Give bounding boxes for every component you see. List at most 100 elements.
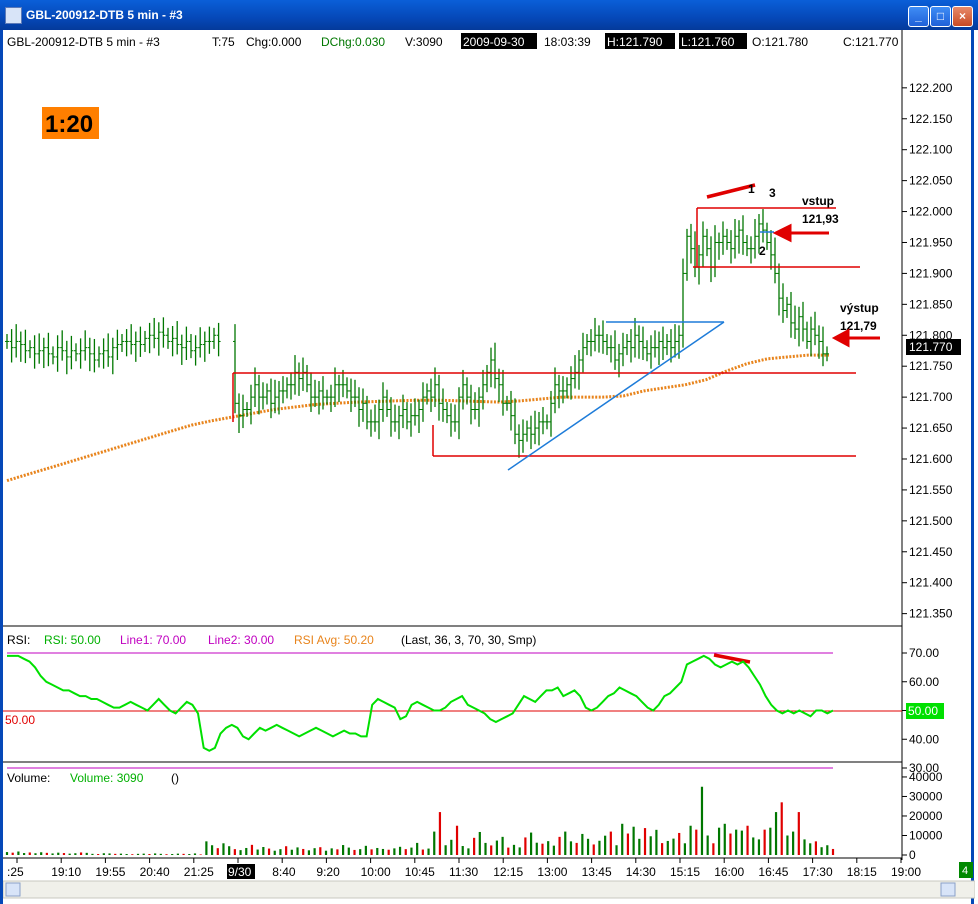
x-tick-label: 17:30: [803, 865, 833, 879]
price-tick-label: 121.600: [909, 452, 953, 466]
date-marker-bg: [227, 864, 255, 879]
volume-tick-label: 30000: [909, 789, 943, 803]
price-tick-label: 121.850: [909, 297, 953, 311]
scroll-left-button[interactable]: [5, 882, 21, 897]
ratio-badge: 1:20: [45, 111, 93, 138]
scroll-box-label: 4: [962, 865, 968, 877]
header-low-bg: [679, 33, 747, 49]
volume-paren: (): [171, 771, 179, 785]
rsi-label: RSI:: [7, 633, 30, 647]
maximize-icon[interactable]: □: [930, 6, 951, 27]
price-tick-label: 121.500: [909, 514, 953, 528]
header-t: T:75: [212, 35, 235, 49]
price-tick-label: 121.800: [909, 328, 953, 342]
scroll-box[interactable]: [959, 862, 973, 878]
header-close: C:121.770: [843, 35, 899, 49]
rsi-current-tag: 50.00: [908, 704, 938, 718]
x-tick-label: 21:25: [184, 865, 214, 879]
rsi-params: (Last, 36, 3, 70, 30, Smp): [401, 633, 536, 647]
rsi-tick-label: 70.00: [909, 646, 939, 660]
x-tick-label: 16:45: [758, 865, 788, 879]
header-open: O:121.780: [752, 35, 808, 49]
rsi-current-tag-bg: [906, 703, 944, 719]
header-volume: V:3090: [405, 35, 443, 49]
rsi-avg: RSI Avg: 50.20: [294, 633, 374, 647]
volume-tick-label: 40000: [909, 770, 943, 784]
header-high-bg: [605, 33, 675, 49]
price-tick-label: 121.950: [909, 235, 953, 249]
exit-label: výstup: [840, 301, 879, 315]
annotation-3: 3: [769, 186, 776, 200]
close-icon[interactable]: ×: [952, 6, 973, 27]
chart-canvas[interactable]: GBL-200912-DTB 5 min - #3 T:75 Chg:0.000…: [3, 30, 975, 904]
price-tick-label: 121.750: [909, 359, 953, 373]
x-tick-label: 19:10: [51, 865, 81, 879]
header-time: 18:03:39: [544, 35, 591, 49]
rsi-tick-label: 30.00: [909, 761, 939, 775]
rsi-value: RSI: 50.00: [44, 633, 101, 647]
price-tick-label: 121.650: [909, 421, 953, 435]
scroll-right-button[interactable]: [940, 882, 956, 897]
x-tick-label: 19:00: [891, 865, 921, 879]
price-tick-label: 122.150: [909, 112, 953, 126]
price-header: GBL-200912-DTB 5 min - #3 T:75 Chg:0.000…: [7, 33, 899, 49]
x-tick-label: 19:55: [95, 865, 125, 879]
window-frame: [0, 30, 974, 904]
arrows: [772, 223, 880, 348]
volume-y-ticks: 40000 30000 20000 10000 0: [902, 770, 943, 862]
uptrend-line: [507, 321, 725, 471]
price-tick-label: 121.350: [909, 607, 953, 621]
entry-label: vstup: [802, 194, 834, 208]
price-tick-label: 121.550: [909, 483, 953, 497]
entry-price: 121,93: [802, 212, 839, 226]
rsi-line1: Line1: 70.00: [120, 633, 186, 647]
x-tick-label: 10:45: [405, 865, 435, 879]
rsi-tick-label: 60.00: [909, 675, 939, 689]
header-date: 2009-09-30: [463, 35, 525, 49]
x-tick-label: :25: [7, 865, 24, 879]
last-price-tag: 121.770: [909, 340, 953, 354]
x-tick-label: 9/30: [228, 865, 252, 879]
rsi-path: [7, 654, 834, 752]
header-date-bg: [461, 33, 537, 49]
price-tick-label: 121.900: [909, 266, 953, 280]
x-tick-label: 8:40: [272, 865, 296, 879]
x-tick-label: 9:20: [316, 865, 340, 879]
x-tick-label: 20:40: [140, 865, 170, 879]
x-tick-label: 12:15: [493, 865, 523, 879]
price-tick-label: 122.200: [909, 81, 953, 95]
header-low: L:121.760: [681, 35, 735, 49]
window-title: GBL-200912-DTB 5 min - #3: [26, 8, 183, 22]
annotation-2: 2: [759, 244, 766, 258]
trend-lines: [507, 231, 774, 471]
x-tick-label: 13:00: [537, 865, 567, 879]
price-tick-label: 122.050: [909, 174, 953, 188]
rsi-line: [7, 654, 834, 752]
volume-bars: [5, 786, 835, 855]
price-tick-label: 121.700: [909, 390, 953, 404]
x-tick-label: 15:15: [670, 865, 700, 879]
x-tick-label: 13:45: [582, 865, 612, 879]
price-tick-label: 121.450: [909, 545, 953, 559]
volume-label: Volume:: [7, 771, 50, 785]
rsi-header: RSI: RSI: 50.00 Line1: 70.00 Line2: 30.0…: [7, 633, 536, 647]
app-icon: [5, 7, 22, 24]
window-titlebar: GBL-200912-DTB 5 min - #3 _ □ ×: [0, 0, 978, 30]
rsi-tick-label: 40.00: [909, 732, 939, 746]
price-tick-label: 122.000: [909, 205, 953, 219]
level-lines: [232, 183, 860, 457]
minimize-icon[interactable]: _: [908, 6, 929, 27]
rsi-line2: Line2: 30.00: [208, 633, 274, 647]
x-tick-label: 18:15: [847, 865, 877, 879]
header-high: H:121.790: [607, 35, 663, 49]
x-axis-ticks: :25 19:10 19:55 20:40 21:25 9/30 8:40 9:20 10:00…: [7, 858, 921, 879]
x-tick-label: 14:30: [626, 865, 656, 879]
divergence-line-price: [706, 183, 756, 199]
horizontal-scrollbar[interactable]: [3, 880, 975, 899]
annotations: 1 3 2 vstup 121,93 výstup 121,79: [748, 182, 879, 333]
ratio-badge-bg: [42, 107, 99, 139]
price-bars: [5, 209, 829, 458]
volume-header: Volume: Volume: 3090 (): [7, 771, 179, 785]
divergence-line-rsi: [713, 653, 751, 664]
ema-line: [6, 353, 829, 483]
